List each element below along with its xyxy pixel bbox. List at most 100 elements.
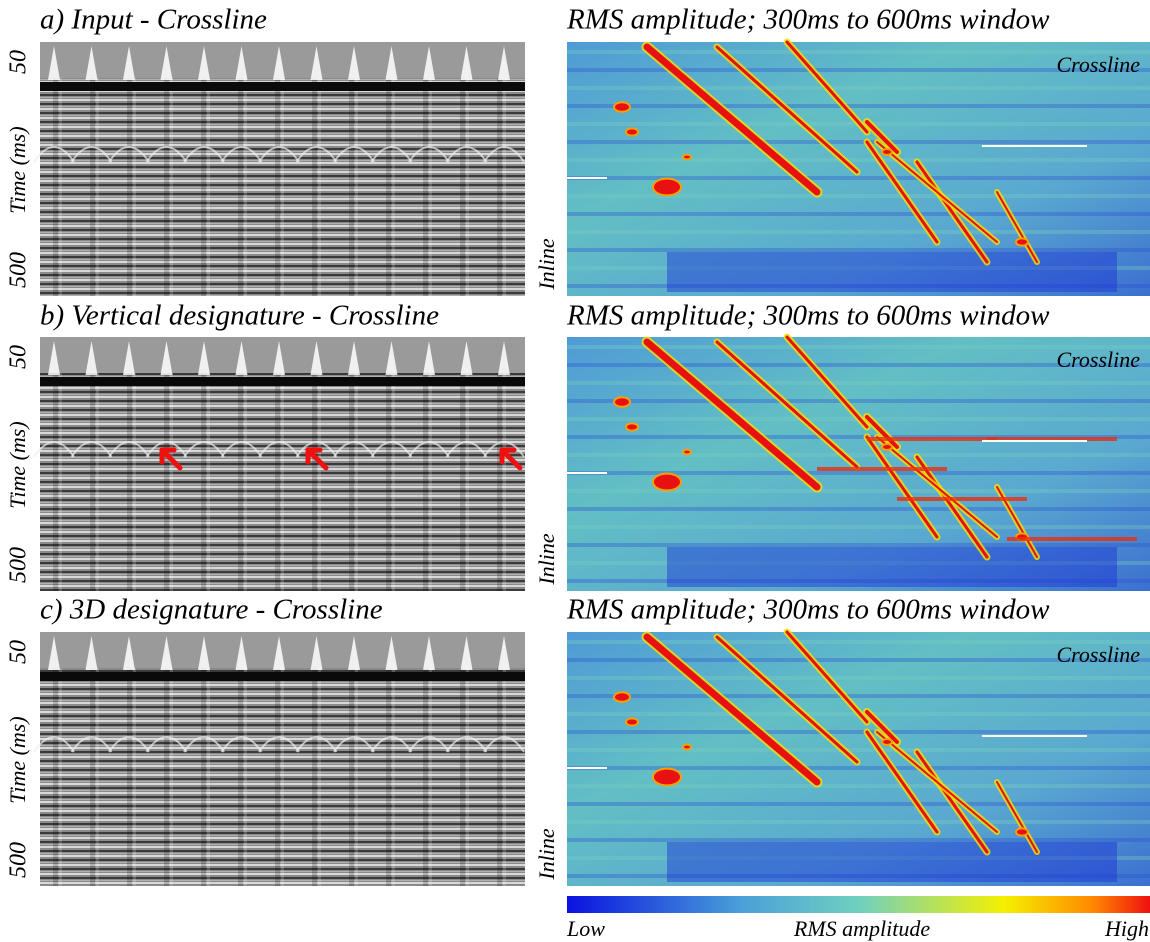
map-streak (567, 766, 1150, 770)
source-spike (123, 341, 135, 375)
seismic-section (33, 632, 525, 886)
source-spike (85, 46, 98, 80)
map-streak (567, 525, 1150, 529)
source-spike (273, 341, 285, 375)
map-streak (567, 676, 1150, 680)
right-title: RMS amplitude; 300ms to 600ms window (566, 300, 1050, 332)
source-spike (460, 46, 473, 80)
hyperbola (445, 736, 488, 753)
fault (915, 750, 989, 854)
source-spike (85, 341, 98, 375)
map-streak (567, 471, 1150, 475)
red-arrow (159, 447, 183, 471)
map-streak (567, 784, 1150, 788)
fault (715, 45, 859, 174)
hyperbola (295, 441, 338, 458)
hot-spot (625, 717, 639, 727)
hot-spot (625, 127, 639, 137)
rms-map (567, 333, 1150, 591)
source-spike (198, 341, 210, 375)
map-streak (567, 579, 1150, 583)
hyperbola (108, 736, 150, 753)
map-y-label: Inline (534, 238, 559, 291)
source-spike (198, 636, 210, 670)
map-streak (567, 230, 1150, 234)
map-streak (567, 284, 1150, 288)
map-streak (567, 381, 1150, 385)
map-streak (567, 561, 1150, 565)
map-streak (567, 874, 1150, 878)
map-y-label: Inline (534, 533, 559, 586)
source-spike (310, 46, 323, 80)
source-spike (235, 46, 248, 80)
red-arrow (499, 447, 523, 471)
source-spike (423, 46, 435, 80)
source-spike (48, 341, 60, 375)
hot-spot (682, 153, 692, 161)
fault (785, 40, 869, 134)
hyperbola (408, 441, 450, 458)
fault (876, 141, 998, 243)
hot-spot (652, 767, 682, 787)
red-arrow (305, 447, 329, 471)
hyperbola (108, 146, 150, 163)
seismic-section (33, 337, 525, 591)
hot-spot (613, 691, 631, 703)
fault (865, 415, 899, 449)
source-spike (498, 341, 510, 375)
y-tick-label: 50 (6, 640, 32, 664)
seabed-reflection (40, 672, 525, 681)
map-streak (567, 748, 1150, 752)
source-spike (460, 341, 473, 375)
hyperbola (183, 146, 225, 163)
map-streak (567, 104, 1150, 108)
hyperbola (483, 441, 525, 458)
source-spike (48, 636, 60, 670)
hyperbola (33, 146, 75, 163)
hyperbola (333, 146, 375, 163)
source-spike (198, 46, 210, 80)
hyperbola (295, 146, 338, 163)
hyperbola (333, 736, 375, 753)
hot-spot (625, 422, 639, 432)
low-zone (667, 547, 1117, 587)
map-streak (567, 730, 1150, 734)
hyperbola (408, 146, 450, 163)
colorbar-low: Low (566, 916, 605, 941)
hyperbola (370, 441, 413, 458)
hyperbola (370, 146, 413, 163)
hyperbola (145, 736, 188, 753)
map-x-label: Crossline (1056, 52, 1140, 77)
y-tick-label: 500 (6, 842, 32, 878)
hot-spot (881, 738, 893, 746)
map-streak (567, 158, 1150, 162)
fault (643, 633, 821, 786)
source-spike (160, 341, 173, 375)
source-spike (348, 636, 360, 670)
fault (643, 43, 821, 196)
source-spike (235, 636, 248, 670)
map-streak (567, 176, 1150, 180)
fault (865, 140, 939, 244)
map-streak (567, 820, 1150, 824)
acquisition-streak (987, 437, 1117, 441)
source-spike (160, 46, 173, 80)
source-spike (385, 46, 398, 80)
acquisition-streak (817, 467, 947, 471)
low-zone (667, 842, 1117, 882)
seismic-traces (40, 632, 525, 886)
y-tick-label: 500 (6, 252, 32, 288)
hyperbola (183, 441, 225, 458)
map-streak (567, 212, 1150, 216)
y-axis-label: Time (ms) (5, 421, 30, 508)
hot-spot (682, 743, 692, 751)
map-streak (567, 266, 1150, 270)
seismic-traces (40, 42, 525, 296)
hyperbola (445, 146, 488, 163)
fault (876, 731, 998, 833)
fault (996, 191, 1038, 263)
source-spike (498, 636, 510, 670)
hyperbola (220, 736, 263, 753)
colorbar (567, 896, 1150, 913)
